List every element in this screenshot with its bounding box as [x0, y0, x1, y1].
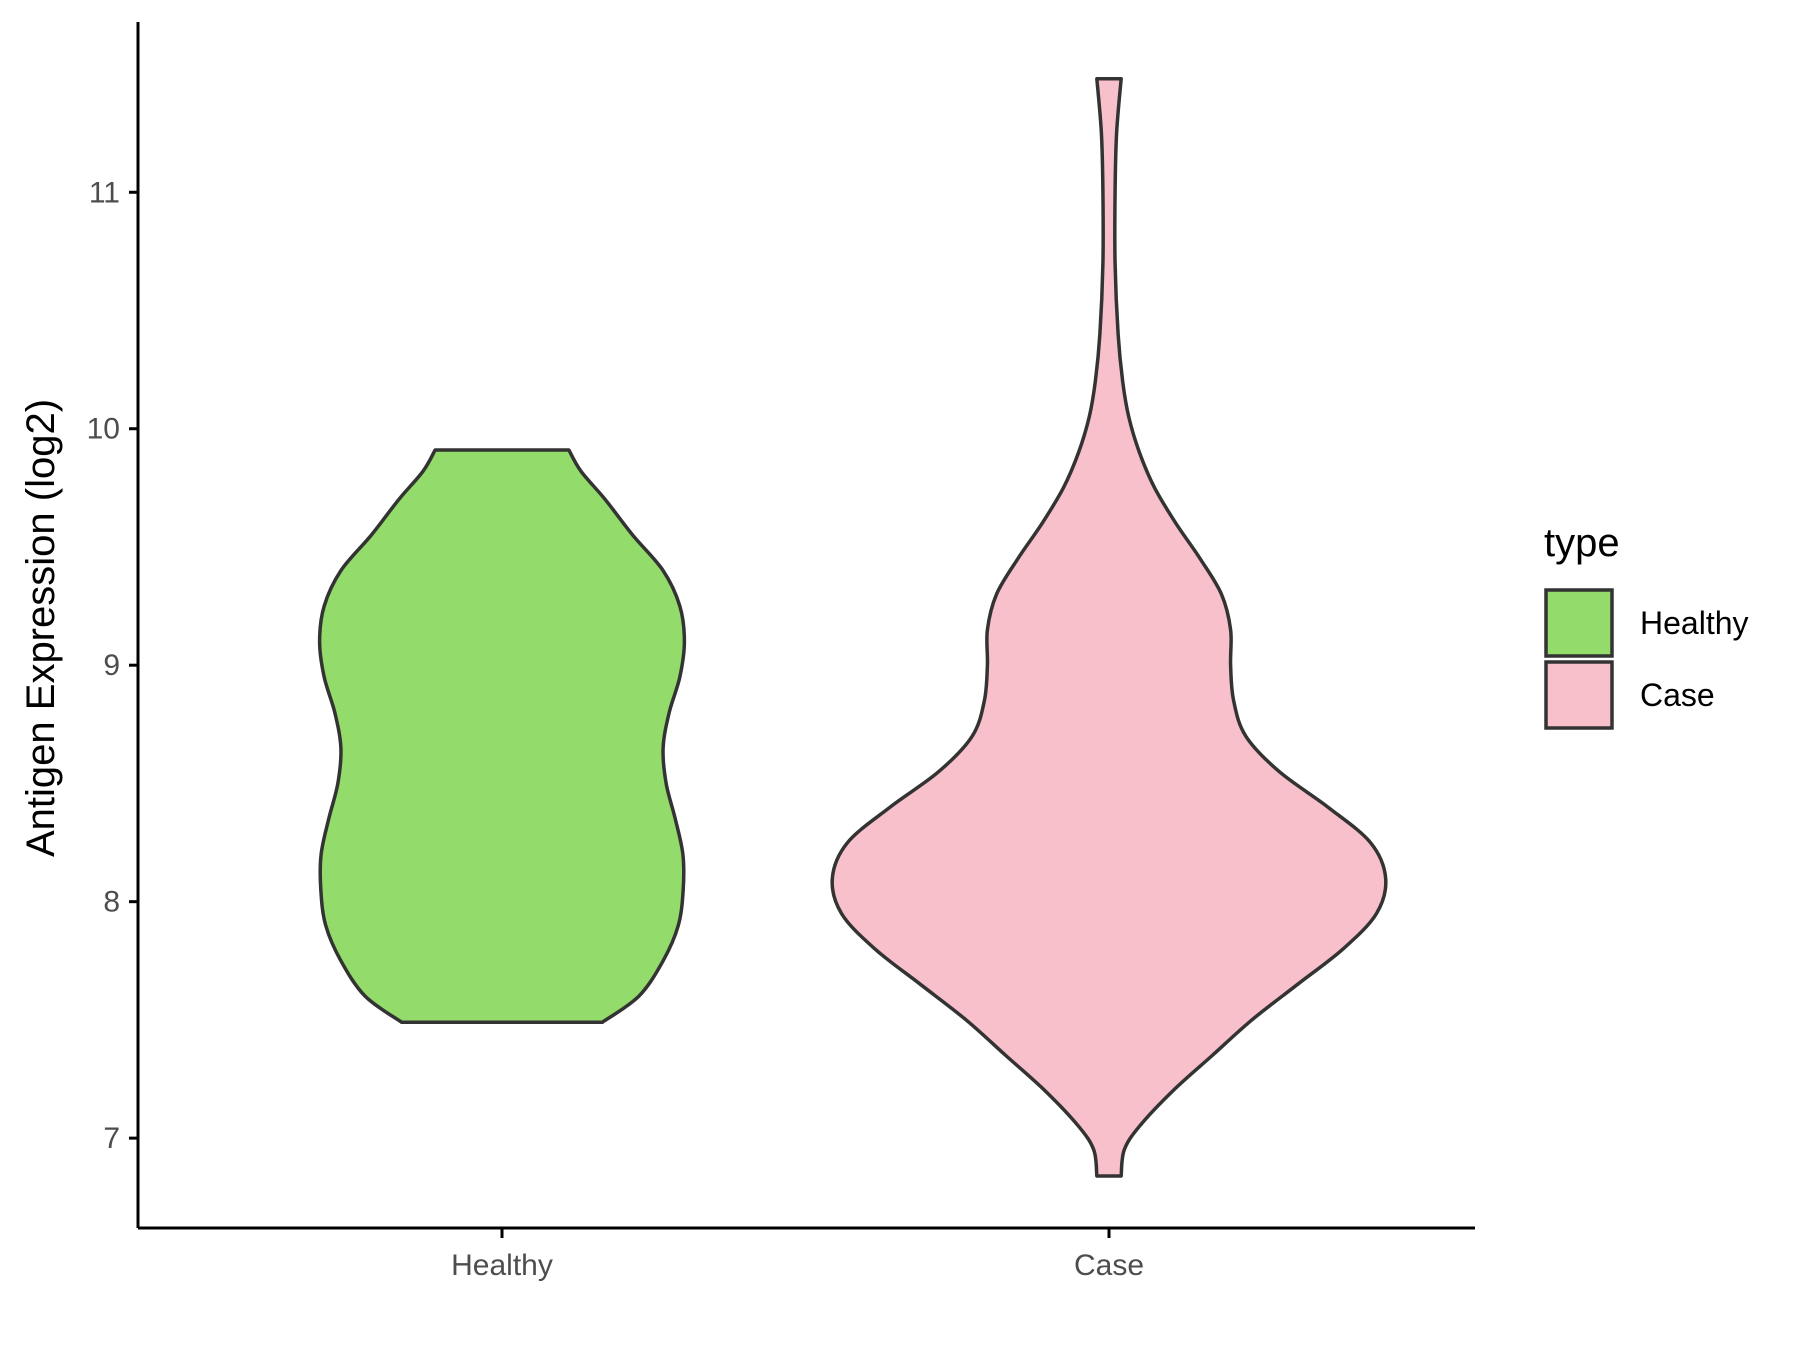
- y-tick-label: 11: [89, 176, 120, 209]
- legend-swatch-healthy: [1544, 588, 1614, 658]
- legend-title: type: [1544, 521, 1620, 565]
- y-tick-label: 9: [103, 649, 120, 682]
- y-tick-label: 8: [103, 886, 120, 919]
- x-tick-label: Healthy: [451, 1249, 553, 1282]
- y-tick-label: 10: [87, 413, 120, 446]
- x-tick-label: Case: [1074, 1249, 1144, 1282]
- legend-swatch-case: [1544, 660, 1614, 730]
- y-tick-label: 7: [103, 1122, 120, 1155]
- legend: type Healthy Case: [1544, 521, 1749, 730]
- violin-healthy: [317, 448, 687, 1025]
- y-axis-title: Antigen Expression (log2): [19, 399, 63, 857]
- x-ticks: Healthy Case: [451, 1228, 1144, 1282]
- y-ticks: 7 8 9 10 11: [87, 176, 138, 1155]
- axes: 7 8 9 10 11 Healthy Case Antigen Expression (…: [19, 22, 1475, 1282]
- legend-label-case: Case: [1640, 677, 1715, 713]
- plot-area: [317, 77, 1388, 1178]
- violin-case: [830, 77, 1388, 1178]
- legend-entries: Healthy Case: [1544, 588, 1749, 730]
- legend-label-healthy: Healthy: [1640, 605, 1749, 641]
